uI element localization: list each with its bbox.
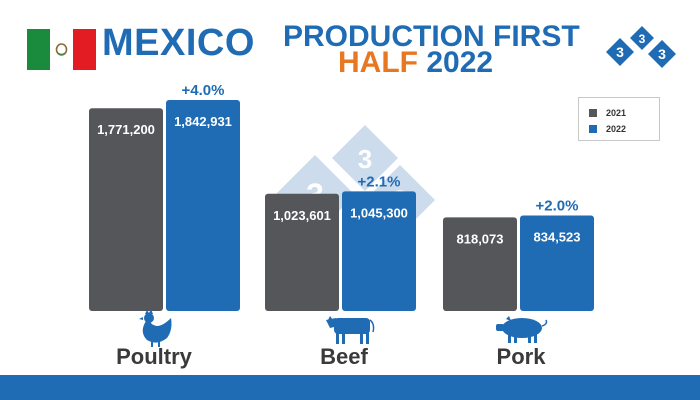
legend-item-2022: 2022 (589, 124, 626, 134)
country-title: MEXICO (102, 22, 255, 64)
logo-digit-1: 3 (616, 44, 624, 60)
title-year: 2022 (426, 46, 494, 79)
bar-beef-2021 (265, 193, 339, 311)
chart-title-line2: HALF 2022 (338, 46, 493, 80)
change-label-poultry: +4.0% (182, 82, 225, 99)
chicken-icon (139, 309, 172, 347)
bar-pork-2022 (520, 215, 594, 311)
category-label-beef: Beef (320, 344, 368, 369)
data-label-beef-2021: 1,023,601 (273, 208, 331, 223)
legend-label-2021: 2021 (606, 108, 627, 118)
cow-icon (326, 316, 375, 344)
bar-poultry-2021 (89, 108, 163, 312)
bar-poultry-2022 (166, 100, 240, 311)
legend-label-2022: 2022 (606, 124, 627, 134)
data-label-poultry-2022: 1,842,931 (174, 114, 232, 129)
change-label-pork: +2.0% (536, 197, 579, 214)
chart-legend: 2021 2022 (578, 97, 660, 141)
logo-digit-2: 3 (639, 32, 646, 46)
data-label-pork-2022: 834,523 (534, 229, 581, 244)
data-label-pork-2021: 818,073 (457, 231, 504, 246)
title-half: HALF (338, 46, 418, 79)
logo-digit-3: 3 (658, 46, 666, 62)
data-label-poultry-2021: 1,771,200 (97, 122, 155, 137)
category-label-poultry: Poultry (116, 344, 192, 369)
pig-icon (496, 316, 548, 343)
legend-swatch-2022 (589, 125, 597, 133)
data-label-beef-2022: 1,045,300 (350, 205, 408, 220)
mexico-flag-icon (27, 29, 96, 70)
watermark-digit-2: 3 (358, 144, 372, 174)
bar-pork-2021 (443, 217, 517, 311)
333-logo-icon: 3 3 3 (606, 26, 676, 68)
bar-beef-2022 (342, 191, 416, 311)
legend-item-2021: 2021 (589, 108, 626, 118)
footer-bar (0, 375, 700, 400)
change-label-beef: +2.1% (358, 173, 401, 190)
chart-title-line1: PRODUCTION FIRST (283, 20, 580, 53)
legend-swatch-2021 (589, 109, 597, 117)
category-label-pork: Pork (496, 344, 546, 369)
